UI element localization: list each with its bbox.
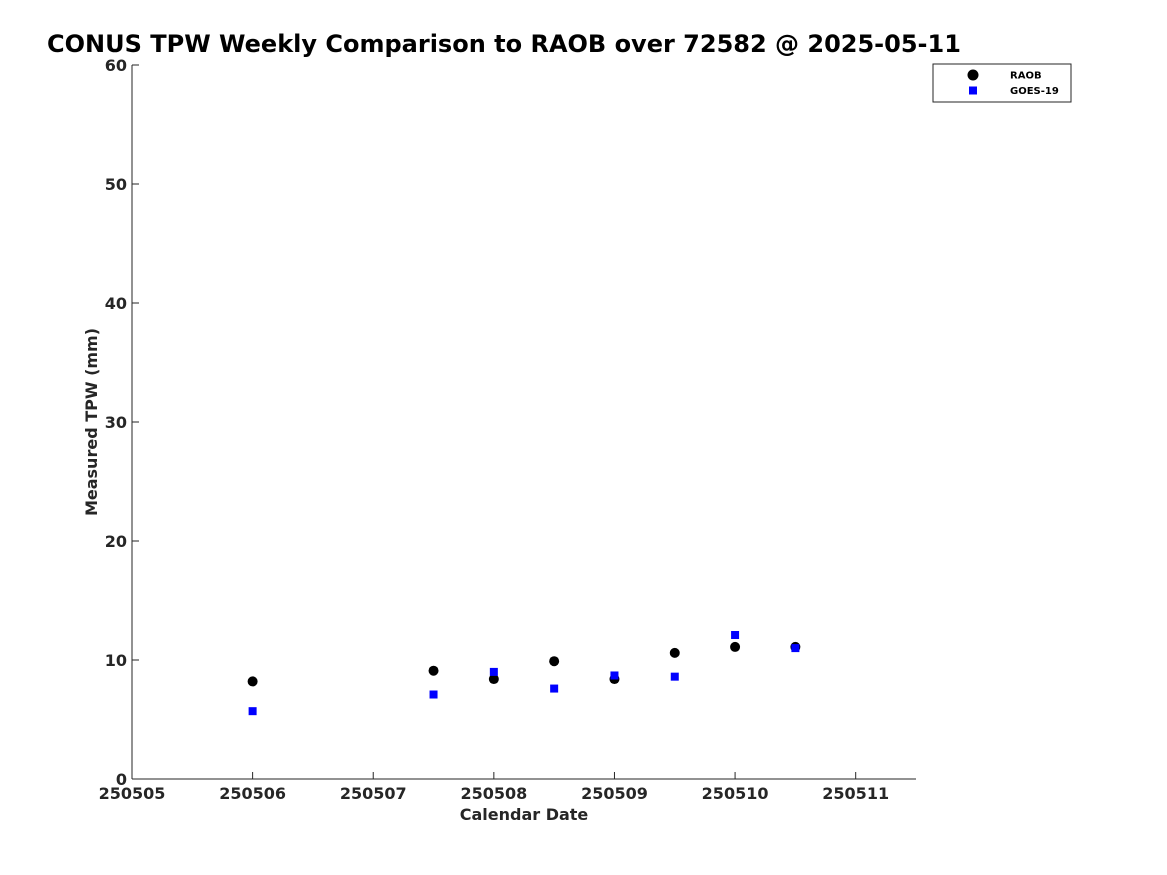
legend-raob-marker [967, 69, 979, 81]
y-tick-label: 60 [105, 56, 127, 75]
x-tick-label: 250511 [822, 784, 889, 803]
legend-raob-label: RAOB [1010, 71, 1042, 82]
data-point-goes-19 [489, 667, 498, 676]
x-tick-label: 250508 [460, 784, 527, 803]
axes [131, 65, 916, 780]
series-goes-19 [248, 631, 800, 716]
x-axis-ticks: 250505 250506 250507 250508 250509 250510 2505… [99, 772, 889, 803]
x-tick-label: 250510 [702, 784, 769, 803]
y-tick-label: 10 [105, 651, 127, 670]
legend-box [932, 63, 1072, 103]
data-point-raob [488, 674, 499, 685]
x-axis-label: Calendar Date [460, 805, 589, 824]
data-point-goes-19 [248, 707, 257, 716]
y-tick-label: 20 [105, 532, 127, 551]
data-point-goes-19 [610, 671, 619, 680]
data-point-raob [730, 641, 741, 652]
y-tick-label: 40 [105, 294, 127, 313]
x-tick-label: 250505 [99, 784, 166, 803]
legend: RAOB GOES-19 [932, 63, 1072, 103]
data-point-raob [247, 676, 258, 687]
data-series [247, 631, 801, 716]
data-point-raob [549, 656, 560, 667]
data-point-goes-19 [731, 631, 740, 640]
y-tick-label: 0 [116, 770, 127, 789]
x-tick-label: 250507 [340, 784, 407, 803]
data-point-goes-19 [429, 690, 438, 699]
data-point-goes-19 [550, 684, 559, 693]
legend-goes-label: GOES-19 [1010, 86, 1059, 97]
y-tick-label: 30 [105, 413, 127, 432]
data-point-goes-19 [670, 672, 679, 681]
data-point-goes-19 [791, 644, 800, 653]
legend-goes-marker [969, 86, 977, 95]
series-raob [247, 641, 801, 687]
chart-title: CONUS TPW Weekly Comparison to RAOB over… [47, 30, 961, 58]
data-point-raob [428, 665, 439, 676]
data-point-raob [669, 647, 680, 658]
y-axis-label: Measured TPW (mm) [82, 328, 101, 516]
y-tick-label: 50 [105, 175, 127, 194]
y-axis-ticks: 0 10 20 30 40 50 60 [105, 56, 139, 789]
x-tick-label: 250509 [581, 784, 648, 803]
x-tick-label: 250506 [219, 784, 286, 803]
